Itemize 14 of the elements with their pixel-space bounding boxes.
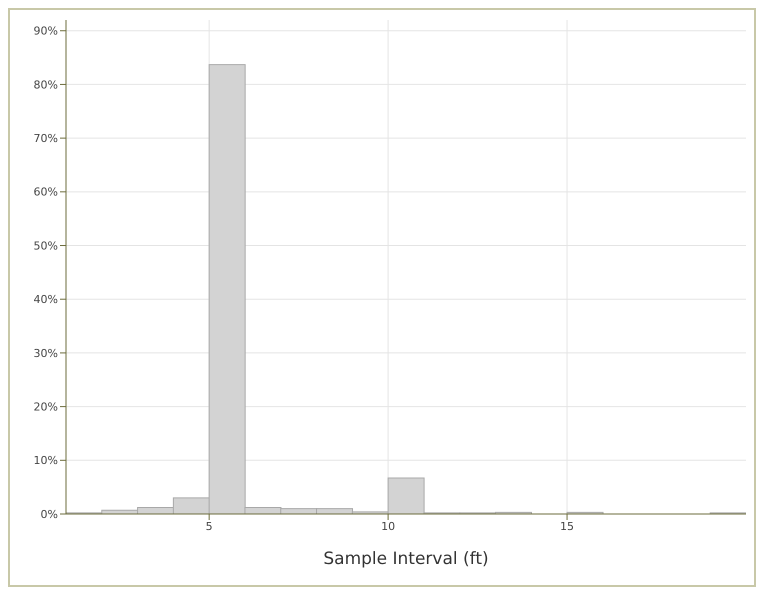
y-tick-label: 0% [40,508,58,521]
y-tick-label: 20% [34,400,58,414]
x-tick-label: 10 [381,520,396,533]
y-tick-label: 30% [34,346,58,360]
y-tick-label: 50% [34,239,58,252]
y-tick-label: 60% [34,186,58,199]
y-tick-label: 70% [34,132,58,146]
x-tick-label: 5 [206,520,213,533]
y-tick-label: 90% [34,24,58,38]
y-tick-label: 80% [34,78,58,92]
x-tick-label: 15 [560,520,574,533]
y-tick-label: 10% [34,454,58,468]
x-axis-title: Sample Interval (ft) [323,549,489,569]
y-tick-label: 40% [34,293,58,306]
